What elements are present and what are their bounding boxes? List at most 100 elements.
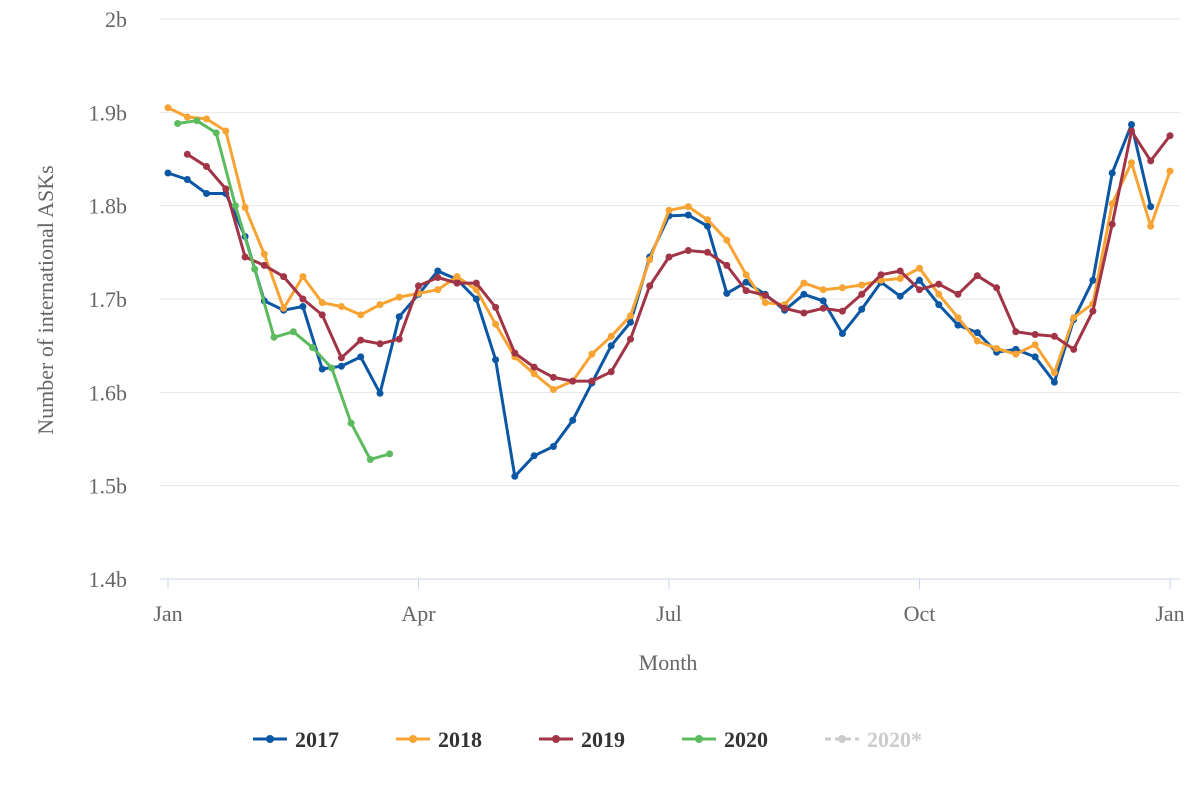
data-point (1147, 157, 1155, 165)
data-point (569, 416, 577, 424)
data-point (395, 335, 403, 343)
data-point (318, 311, 326, 319)
data-point (328, 364, 336, 372)
legend-marker (695, 735, 703, 743)
legend-item-2019[interactable]: 2019 (539, 727, 625, 752)
data-point (347, 419, 355, 427)
data-point (627, 335, 634, 343)
data-point (1070, 314, 1078, 322)
data-point (896, 275, 904, 282)
data-point (877, 271, 885, 279)
x-axis: Jan Apr Jul Oct Jan (153, 579, 1185, 626)
data-point (260, 261, 268, 269)
data-point (1031, 331, 1039, 338)
data-point (800, 290, 808, 298)
grid (160, 18, 1180, 580)
data-point (1012, 328, 1020, 336)
data-point (174, 120, 182, 127)
series-line (185, 129, 1172, 383)
data-point (1089, 276, 1097, 284)
legend-marker (409, 735, 417, 743)
data-point (530, 452, 538, 460)
legend-item-2020[interactable]: 2020 (682, 727, 768, 752)
data-point (280, 273, 288, 281)
data-point (704, 222, 711, 230)
data-point (203, 115, 210, 123)
data-point (646, 256, 654, 264)
legend-label: 2017 (295, 727, 339, 752)
data-point (800, 279, 808, 287)
data-point (366, 456, 374, 463)
legend-marker (266, 735, 274, 743)
data-point (357, 336, 365, 344)
data-point (434, 267, 442, 275)
legend-item-2020*[interactable]: 2020* (825, 727, 922, 752)
data-point (742, 287, 750, 295)
data-point (222, 185, 230, 193)
data-point (251, 265, 259, 273)
data-point (607, 342, 615, 350)
data-point (492, 356, 500, 364)
data-point (270, 333, 278, 341)
data-point (1050, 332, 1058, 340)
data-point (212, 129, 220, 137)
legend-item-2017[interactable]: 2017 (253, 727, 339, 752)
series-group (164, 104, 1174, 480)
data-point (1089, 307, 1097, 315)
data-point (954, 314, 962, 322)
data-point (665, 206, 673, 214)
data-point (800, 309, 808, 317)
y-tick-label: 1.8b (89, 194, 128, 219)
data-point (723, 261, 731, 269)
data-point (819, 286, 827, 294)
data-point (472, 286, 480, 294)
data-point (1166, 167, 1174, 175)
data-point (858, 305, 866, 313)
data-point (646, 282, 654, 290)
legend-label: 2020 (724, 727, 768, 752)
data-point (742, 278, 750, 286)
data-point (357, 353, 365, 361)
legend-item-2018[interactable]: 2018 (396, 727, 482, 752)
data-point (530, 363, 538, 371)
data-point (723, 236, 731, 244)
data-point (954, 290, 962, 298)
y-tick-label: 2b (105, 7, 127, 32)
data-point (549, 373, 557, 381)
data-point (1128, 127, 1135, 135)
data-point (337, 303, 345, 310)
data-point (1050, 369, 1058, 377)
data-point (838, 284, 846, 292)
data-point (916, 286, 923, 294)
data-point (492, 303, 500, 311)
x-tick-label: Oct (904, 601, 936, 626)
series-2018 (164, 104, 1174, 393)
data-point (723, 289, 731, 297)
data-point (472, 279, 480, 287)
data-point (761, 299, 769, 307)
series-line (176, 119, 392, 461)
data-point (318, 299, 326, 307)
data-point (1050, 378, 1058, 386)
data-point (704, 248, 711, 256)
x-tick-label: Apr (401, 601, 436, 626)
data-point (607, 332, 615, 340)
data-point (761, 291, 769, 299)
data-point (318, 365, 326, 373)
legend-label: 2020* (867, 727, 922, 752)
data-point (607, 368, 615, 376)
x-tick-label: Jul (656, 601, 682, 626)
data-point (1147, 203, 1155, 211)
legend-marker (552, 735, 560, 743)
data-point (289, 328, 297, 336)
data-point (376, 389, 384, 397)
data-point (376, 340, 384, 348)
data-point (434, 286, 442, 294)
series-2019 (183, 127, 1174, 385)
data-point (386, 450, 394, 458)
data-point (819, 304, 827, 312)
data-point (376, 301, 384, 309)
data-point (1070, 345, 1078, 353)
data-point (183, 150, 191, 158)
